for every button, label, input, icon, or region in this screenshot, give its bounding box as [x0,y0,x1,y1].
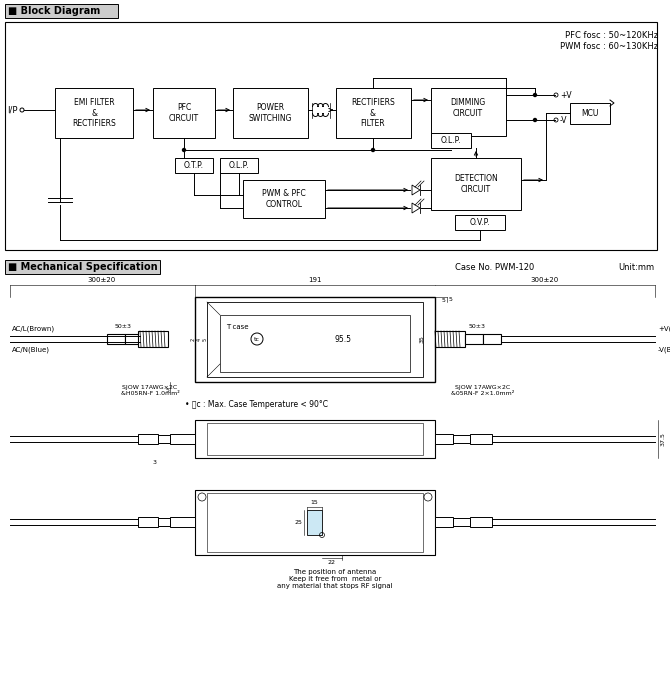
Text: 50±3: 50±3 [468,323,486,329]
Bar [170,517,195,527]
Bar [138,331,168,347]
Text: +V: +V [560,90,572,99]
Text: 5: 5 [442,297,446,303]
Text: 35: 35 [419,335,425,343]
Text: 15: 15 [310,500,318,505]
Text: T case: T case [226,324,249,330]
Text: MCU: MCU [582,108,599,118]
Bar [570,103,610,124]
Text: O.L.P.: O.L.P. [441,136,461,145]
Text: 37.5: 37.5 [661,432,665,446]
Text: 3: 3 [153,460,157,466]
Text: • Ⓣc : Max. Case Temperature < 90°C: • Ⓣc : Max. Case Temperature < 90°C [185,400,328,409]
Text: PWM & PFC
CONTROL: PWM & PFC CONTROL [262,189,306,209]
Circle shape [533,119,537,121]
Bar [435,434,453,444]
Text: 5: 5 [166,388,170,393]
Bar [207,302,423,377]
Bar [336,88,411,138]
Text: DIMMING
CIRCUIT: DIMMING CIRCUIT [450,99,486,118]
Text: 25: 25 [294,519,302,525]
Text: 300±20: 300±20 [531,277,559,283]
Text: 5: 5 [449,297,453,301]
Bar [435,331,465,347]
Text: SJOW 17AWG×2C
&05RN-F 2×1.0mm²: SJOW 17AWG×2C &05RN-F 2×1.0mm² [452,385,515,396]
Bar [153,88,215,138]
Text: AC/N(Blue): AC/N(Blue) [12,346,50,353]
Bar [220,315,410,372]
Text: 191: 191 [308,277,322,283]
Text: Case No. PWM-120: Case No. PWM-120 [455,262,534,271]
Bar [307,510,322,535]
Text: tc: tc [254,336,260,342]
Text: I/P: I/P [7,105,18,114]
Text: 22: 22 [328,560,336,565]
Bar [5,22,657,250]
Text: PFC fosc : 50~120KHz: PFC fosc : 50~120KHz [565,31,658,40]
Text: 95.5: 95.5 [334,334,352,343]
Bar [470,434,492,444]
Bar [175,158,213,173]
Text: O.V.P.: O.V.P. [470,218,490,227]
Bar [470,517,492,527]
Bar [243,180,325,218]
Bar [207,423,423,455]
Text: POWER
SWITCHING: POWER SWITCHING [249,103,291,123]
Text: O.L.P.: O.L.P. [228,160,249,169]
Bar [158,518,170,526]
Text: The position of antenna
Keep it free from  metal or
any material that stops RF s: The position of antenna Keep it free fro… [277,569,393,589]
Text: 300±20: 300±20 [88,277,116,283]
Text: 2
4
5: 2 4 5 [191,338,207,341]
Text: AC/L(Brown): AC/L(Brown) [12,325,55,332]
Bar [207,493,423,552]
Circle shape [533,93,537,97]
Bar [453,518,470,526]
Text: PWM fosc : 60~130KHz: PWM fosc : 60~130KHz [560,42,658,51]
Bar [138,434,158,444]
Bar [453,435,470,443]
Text: -V(Black): -V(Black) [658,346,670,353]
Bar [435,517,453,527]
Text: ■ Mechanical Specification: ■ Mechanical Specification [8,262,157,272]
Text: +V(Red): +V(Red) [658,325,670,332]
Bar [195,490,435,555]
Text: ■ Block Diagram: ■ Block Diagram [8,6,100,16]
Bar [55,88,133,138]
Bar [5,4,118,18]
Bar [5,260,160,274]
Text: 50±3: 50±3 [115,323,131,329]
Text: Unit:mm: Unit:mm [618,262,654,271]
Text: EMI FILTER
&
RECTIFIERS: EMI FILTER & RECTIFIERS [72,98,116,128]
Bar [465,334,483,344]
Text: PFC
CIRCUIT: PFC CIRCUIT [169,103,199,123]
Bar [431,158,521,210]
Bar [125,334,143,344]
Bar [431,88,506,136]
Bar [483,334,501,344]
Bar [170,434,195,444]
Bar [220,158,258,173]
Bar [107,334,125,344]
Bar [431,133,471,148]
Bar [158,435,170,443]
Circle shape [182,149,186,151]
Text: RECTIFIERS
&
FILTER: RECTIFIERS & FILTER [351,98,395,128]
Bar [195,420,435,458]
Text: -V: -V [560,116,567,125]
Bar [233,88,308,138]
Text: DETECTION
CIRCUIT: DETECTION CIRCUIT [454,174,498,194]
Text: O.T.P.: O.T.P. [184,160,204,169]
Bar [138,517,158,527]
Bar [195,297,435,382]
Text: SJOW 17AWG×2C
&H05RN-F 1.0mm²: SJOW 17AWG×2C &H05RN-F 1.0mm² [121,385,180,396]
Bar [455,215,505,230]
Circle shape [371,149,375,151]
